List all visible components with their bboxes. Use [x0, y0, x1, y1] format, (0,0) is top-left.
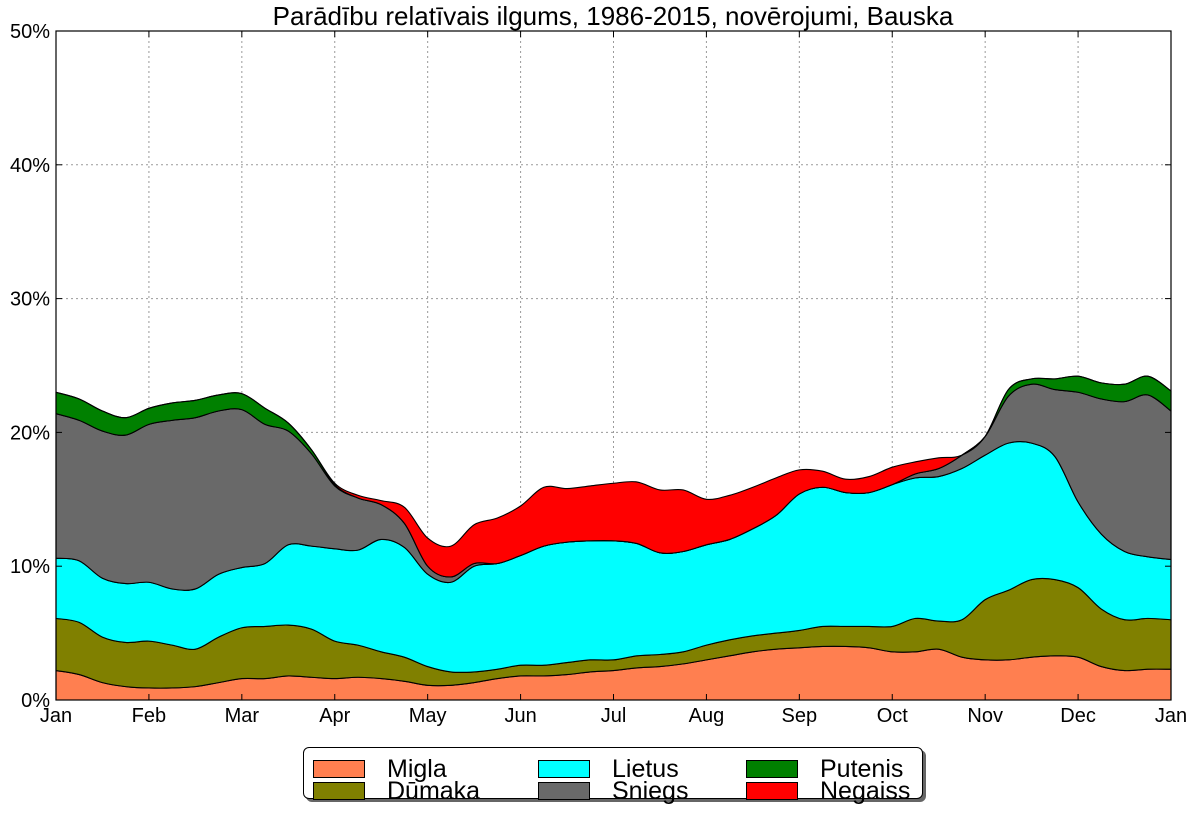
y-tick-label: 0% — [21, 690, 50, 712]
legend: Migla Dūmaka Lietus Sniegs Putenis Negai… — [303, 747, 923, 805]
legend-label-putenis: Putenis — [820, 755, 904, 783]
chart-title: Parādību relatīvais ilgums, 1986-2015, n… — [273, 1, 954, 31]
x-tick-label: Jan — [1155, 705, 1187, 727]
x-tick-label: May — [409, 705, 447, 727]
axis-ticks: Jan Feb Mar Apr May Jun Jul Aug Sep Oct Nov Dec Jan0… — [10, 21, 1187, 727]
legend-item-sniegs: Sniegs — [538, 776, 688, 806]
x-tick-label: Jun — [504, 705, 536, 727]
legend-swatch-negaiss — [746, 782, 798, 800]
legend-label-migla: Migla — [387, 755, 447, 783]
legend-swatch-migla — [313, 760, 365, 778]
y-tick-label: 10% — [10, 556, 50, 578]
x-tick-label: Jan — [40, 705, 72, 727]
x-tick-label: Apr — [319, 705, 350, 727]
x-tick-label: Dec — [1060, 705, 1096, 727]
y-tick-label: 20% — [10, 422, 50, 444]
x-tick-label: Sep — [782, 705, 818, 727]
legend-swatch-putenis — [746, 760, 798, 778]
x-tick-label: Oct — [877, 705, 909, 727]
x-tick-label: Mar — [225, 705, 260, 727]
y-tick-label: 40% — [10, 155, 50, 177]
x-tick-label: Nov — [967, 705, 1003, 727]
y-tick-label: 50% — [10, 21, 50, 43]
legend-label-negaiss: Negaiss — [820, 777, 911, 805]
y-tick-label: 30% — [10, 289, 50, 311]
legend-label-dumaka: Dūmaka — [387, 777, 481, 805]
legend-swatch-sniegs — [538, 782, 590, 800]
area-series-group — [55, 375, 1172, 701]
legend-item-negaiss: Negaiss — [746, 776, 910, 806]
x-tick-label: Feb — [132, 705, 166, 727]
x-tick-label: Aug — [689, 705, 725, 727]
legend-label-sniegs: Sniegs — [612, 777, 689, 805]
legend-item-lietus: Lietus — [538, 754, 679, 784]
legend-swatch-dumaka — [313, 782, 365, 800]
x-tick-label: Jul — [601, 705, 627, 727]
legend-item-putenis: Putenis — [746, 754, 903, 784]
legend-swatch-lietus — [538, 760, 590, 778]
legend-item-migla: Migla — [313, 754, 447, 784]
legend-label-lietus: Lietus — [612, 755, 679, 783]
legend-item-dumaka: Dūmaka — [313, 776, 480, 806]
